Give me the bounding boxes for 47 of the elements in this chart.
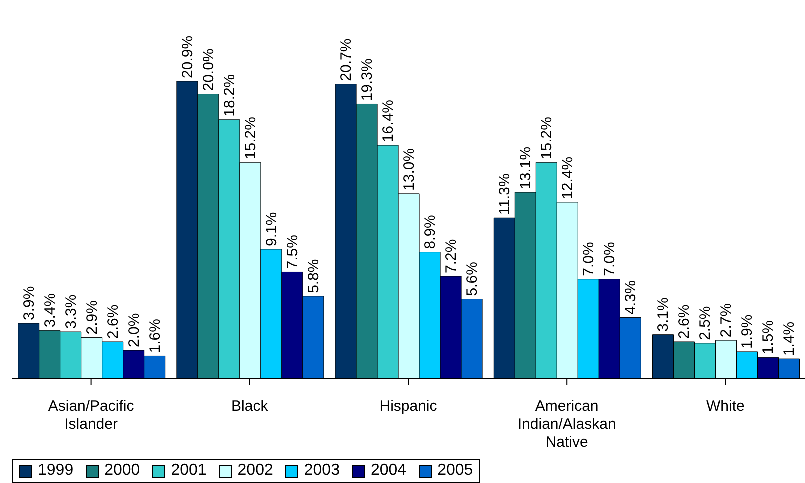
data-label: 11.3% xyxy=(496,174,514,216)
x-tick-label: Hispanic xyxy=(380,398,438,415)
legend-label: 2005 xyxy=(436,462,474,480)
data-label: 20.7% xyxy=(338,38,356,82)
data-label: 2.9% xyxy=(84,300,101,335)
data-label: 1.6% xyxy=(146,319,164,354)
x-tick-label: Black xyxy=(232,398,269,415)
legend-label: 2000 xyxy=(104,462,140,480)
data-label: 5.6% xyxy=(464,262,482,296)
data-label: 18.2% xyxy=(221,74,238,117)
legend-label: 2002 xyxy=(236,462,274,480)
data-label: 1.9% xyxy=(739,314,756,349)
data-label: 3.3% xyxy=(62,294,80,330)
data-label: 3.4% xyxy=(42,293,59,328)
x-tick-label: White xyxy=(706,398,745,415)
data-label: 7.5% xyxy=(284,235,302,270)
data-label: 12.4% xyxy=(560,156,577,200)
data-label: 5.8% xyxy=(305,259,322,294)
data-label: 13.0% xyxy=(401,148,418,191)
data-label: 1.4% xyxy=(781,322,798,356)
data-label: 7.2% xyxy=(443,239,460,274)
data-label: 19.3% xyxy=(359,58,376,102)
data-label: 15.2% xyxy=(242,117,260,160)
data-label: 2.7% xyxy=(718,303,736,338)
data-label: 1.5% xyxy=(760,320,778,355)
data-label: 4.3% xyxy=(622,280,640,315)
data-label: 13.1% xyxy=(518,146,535,190)
data-label: 3.1% xyxy=(655,298,672,332)
data-label: 2.5% xyxy=(697,306,714,340)
data-label: 15.2% xyxy=(538,117,556,160)
data-label: 7.0% xyxy=(580,242,598,276)
data-label: 8.9% xyxy=(422,215,440,250)
data-label: 20.0% xyxy=(200,48,218,92)
data-label: 2.6% xyxy=(104,304,122,339)
x-tick-label: Asian/Pacific Islander xyxy=(48,398,135,433)
legend-label: 2003 xyxy=(303,462,340,480)
data-label: 3.9% xyxy=(20,286,38,320)
data-label: 2.0% xyxy=(126,313,143,348)
x-tick-label: American Indian/Alaskan Native xyxy=(518,398,616,451)
legend-label: 2001 xyxy=(170,462,207,480)
data-label: 2.6% xyxy=(676,304,694,339)
data-label: 9.1% xyxy=(263,212,280,246)
data-label: 20.9% xyxy=(179,36,196,78)
data-label: 16.4% xyxy=(380,100,398,143)
data-label: 7.0% xyxy=(602,242,619,276)
legend-label: 2004 xyxy=(370,462,407,480)
legend-label: 1999 xyxy=(37,462,74,480)
